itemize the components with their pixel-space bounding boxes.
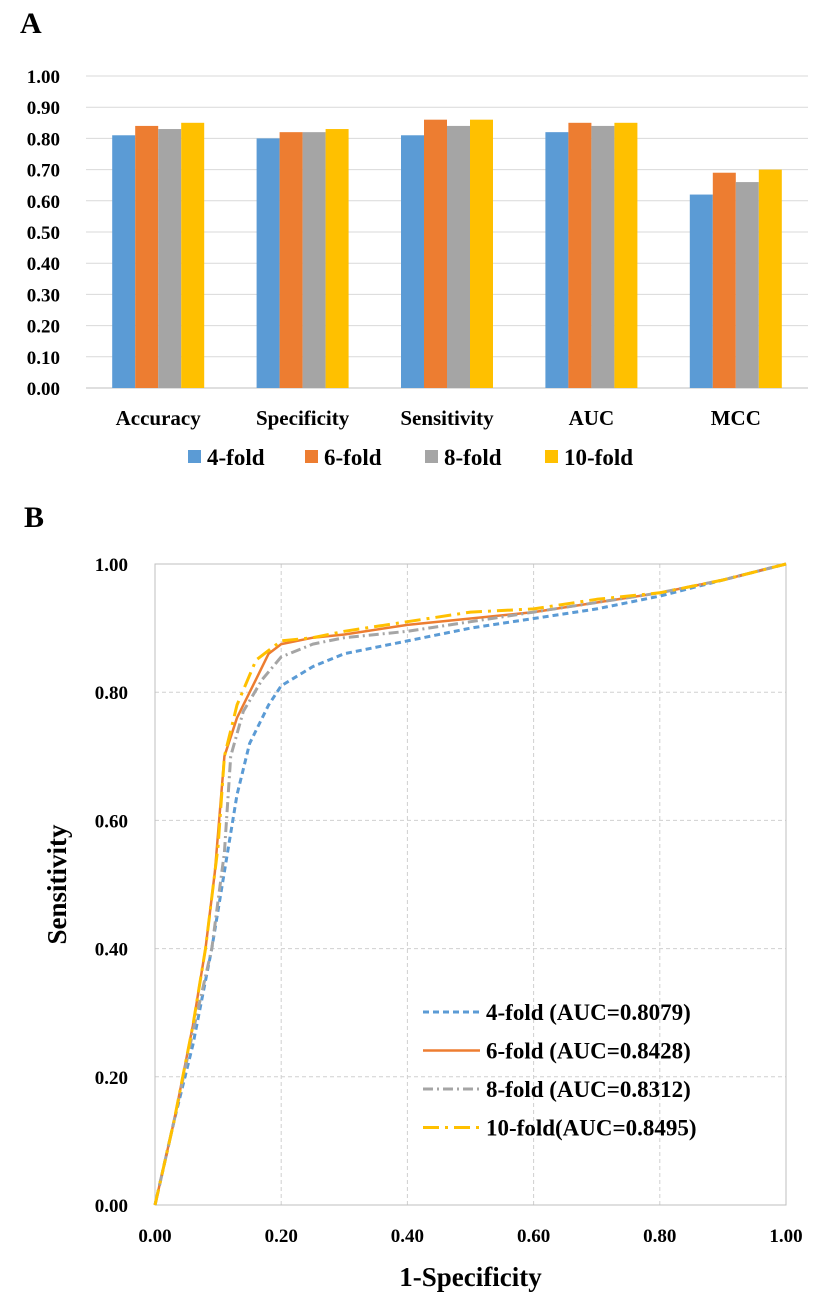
bar — [256, 138, 280, 388]
category-label: AUC — [569, 406, 615, 430]
y-tick-label: 0.40 — [95, 940, 128, 961]
category-label: Accuracy — [116, 406, 202, 430]
x-tick-label: 0.00 — [138, 1226, 171, 1247]
bar — [325, 129, 349, 389]
x-tick-label: 0.20 — [265, 1226, 298, 1247]
bar — [447, 125, 470, 389]
y-tick-label: 0.30 — [27, 285, 60, 306]
y-tick-label: 0.10 — [27, 348, 60, 369]
y-tick-label: 0.80 — [27, 129, 60, 150]
x-tick-label: 0.60 — [517, 1226, 550, 1247]
series-line — [153, 562, 787, 1206]
bar — [302, 132, 326, 388]
category-label: MCC — [711, 406, 761, 430]
x-tick-label: 0.40 — [391, 1226, 424, 1247]
legend-swatch — [188, 450, 201, 463]
bar — [158, 129, 182, 389]
bar-chart-panel-a: 0.00 0.10 0.20 0.30 0.40 0.50 0.60 0.70 0.80 0.90… — [27, 67, 808, 470]
x-tick-label: 0.80 — [643, 1226, 676, 1247]
bar — [591, 125, 615, 389]
legend-swatch — [305, 450, 318, 463]
bar — [135, 125, 159, 389]
y-tick-label: 0.50 — [27, 223, 60, 244]
legend-label: 6-fold (AUC=0.8428) — [486, 1039, 691, 1064]
panel-a-label: A — [20, 7, 42, 40]
legend-label: 10-fold — [564, 445, 633, 470]
bar — [401, 135, 424, 388]
y-tick-label: 0.00 — [27, 379, 60, 400]
series-line — [153, 562, 787, 1206]
legend-label: 6-fold — [324, 445, 382, 470]
legend-label: 10-fold(AUC=0.8495) — [486, 1116, 697, 1141]
category-label: Sensitivity — [400, 406, 494, 430]
bar — [112, 135, 136, 388]
legend-label: 8-fold (AUC=0.8312) — [486, 1077, 691, 1102]
y-tick-label: 0.80 — [95, 683, 128, 704]
legend-label: 8-fold — [444, 445, 502, 470]
y-tick-label: 0.90 — [27, 98, 60, 119]
bar — [614, 122, 638, 389]
series-line — [153, 562, 787, 1206]
legend-label: 4-fold (AUC=0.8079) — [486, 1000, 691, 1025]
bar — [735, 182, 759, 388]
category-label: Specificity — [256, 406, 350, 430]
bar — [279, 132, 303, 388]
y-tick-label: 0.20 — [95, 1068, 128, 1089]
plot-frame — [154, 563, 787, 1206]
y-tick-label: 0.70 — [27, 161, 60, 182]
y-tick-label: 0.60 — [27, 192, 60, 213]
bar — [424, 119, 447, 389]
bar — [758, 169, 782, 388]
panel-b-label: B — [24, 501, 44, 534]
x-axis-title: 1-Specificity — [399, 1262, 542, 1292]
legend-swatch — [545, 450, 558, 463]
x-tick-label: 1.00 — [769, 1226, 802, 1247]
y-axis-title: Sensitivity — [42, 824, 72, 945]
roc-chart-panel-b: 0.00 0.20 0.40 0.60 0.80 1.00 0.00 0.20 0.40 0.60… — [42, 555, 803, 1292]
bar — [470, 119, 493, 389]
y-tick-label: 0.20 — [27, 317, 60, 338]
y-tick-label: 1.00 — [95, 555, 128, 576]
y-tick-label: 1.00 — [27, 67, 60, 88]
bar — [712, 172, 736, 388]
y-tick-label: 0.60 — [95, 811, 128, 832]
y-tick-label: 0.00 — [95, 1196, 128, 1217]
y-tick-label: 0.40 — [27, 254, 60, 275]
legend-swatch — [425, 450, 438, 463]
bar — [689, 194, 713, 388]
bar — [568, 122, 592, 389]
legend-label: 4-fold — [207, 445, 265, 470]
series-line — [153, 562, 787, 1206]
bar — [545, 132, 569, 388]
bar — [181, 122, 205, 389]
